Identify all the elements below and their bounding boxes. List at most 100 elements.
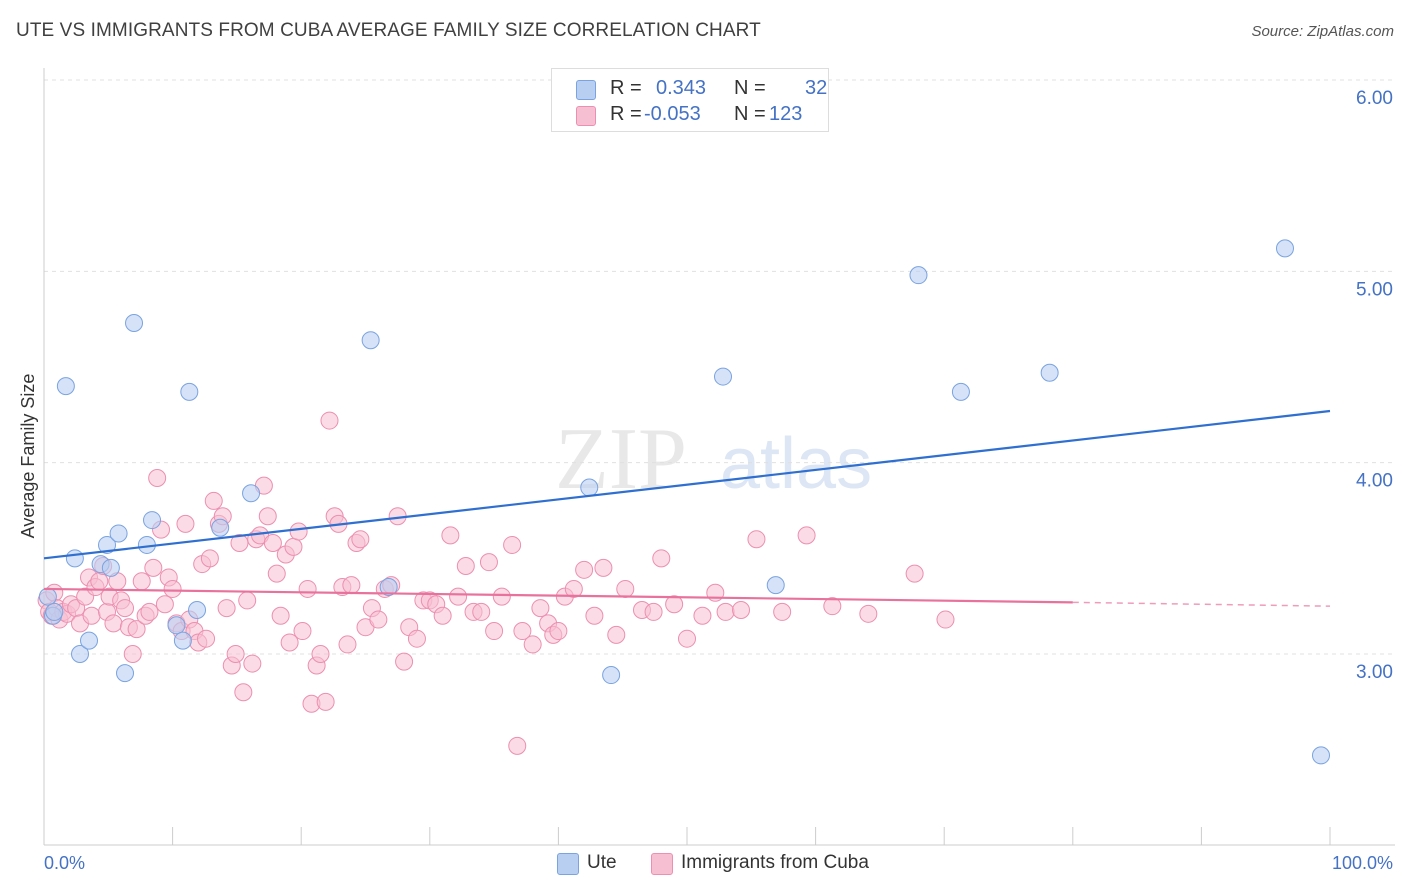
y-tick-label: 6.00 [1356,88,1393,109]
cuba-point [747,530,766,549]
ute-point [909,266,928,285]
cuba-point [197,629,216,648]
ute-point [951,382,970,401]
ute-point [125,313,144,332]
legend-n-value: 32 [805,77,828,99]
grid-lines [44,79,1395,655]
cuba-point [243,654,262,673]
cuba-point [531,599,550,618]
cuba-point [144,558,163,577]
axes [43,68,1395,846]
ute-legend-label: Ute [587,852,617,873]
ute-point [173,631,192,650]
cuba-point [716,602,735,621]
source-label: Source: ZipAtlas.com [1251,23,1394,40]
cuba-point [132,572,151,591]
cuba-point [280,633,299,652]
cuba-point [369,610,388,629]
cuba-point [859,604,878,623]
cuba-point [338,635,357,654]
cuba-swatch [576,106,596,126]
cuba-point [652,549,671,568]
legend-n-label: N = [734,77,766,99]
cuba-point [485,622,504,641]
ute-point [766,576,785,595]
ute-point [80,631,99,650]
cuba-point [293,622,312,641]
trend-lines [43,409,1331,607]
cuba-point [351,530,370,549]
cuba-point [433,606,452,625]
cuba-point [616,579,635,598]
cuba-point [289,522,308,541]
cuba-trend-line [43,587,1073,604]
cuba-point [905,564,924,583]
cuba-point [263,534,282,553]
ute-point [167,616,186,635]
cuba-point [90,572,109,591]
cuba-point [479,553,498,572]
ute-point [1275,239,1294,258]
ute-point [580,478,599,497]
ute-point [45,602,64,621]
cuba-point [585,606,604,625]
legend-n-value: 123 [769,103,803,125]
cuba-point [732,600,751,619]
cuba-point [127,620,146,639]
y-tick-label: 5.00 [1356,279,1393,300]
legend-r-label: R = [610,103,642,125]
ute-point [1040,363,1059,382]
legend-r-value: -0.053 [644,103,701,125]
cuba-point [395,652,414,671]
cuba-point [549,622,568,641]
ute-swatch [576,80,596,100]
y-tick-label: 3.00 [1356,662,1393,683]
cuba-point [523,635,542,654]
legend-r-value: 0.343 [656,77,707,99]
ute-point [65,549,84,568]
cuba-point [116,599,135,618]
watermark-atlas: atlas [720,424,872,504]
cuba-point [284,537,303,556]
cuba-point [936,610,955,629]
ute-point [1311,746,1330,765]
cuba-point [644,602,663,621]
cuba-point [234,683,253,702]
legend-n-label: N = [734,103,766,125]
cuba-point [200,549,219,568]
legend-r-label: R = [610,77,642,99]
ute-point [109,524,128,543]
cuba-legend-label: Immigrants from Cuba [681,852,869,873]
cuba-point [693,606,712,625]
ute-legend-swatch [557,853,579,875]
cuba-point [594,558,613,577]
ute-point [211,518,230,537]
cuba-point [449,587,468,606]
ute-point [116,664,135,683]
ute-point [56,377,75,396]
ute-trend-line [43,409,1331,560]
cuba-trend-extension [1072,601,1331,607]
cuba-point [82,606,101,625]
ute-point [38,587,57,606]
cuba-point [267,564,286,583]
x-tick-label-max: 100.0% [1332,853,1393,873]
chart-title: UTE VS IMMIGRANTS FROM CUBA AVERAGE FAMI… [16,20,761,41]
ute-point [98,535,117,554]
cuba-point [607,625,626,644]
cuba-point [407,629,426,648]
cuba-point [503,535,522,554]
cuba-point [797,526,816,545]
ute-point [71,645,90,663]
ute-point [379,578,398,597]
cuba-point [320,411,339,430]
cuba-point [441,526,460,545]
cuba-point [665,595,684,614]
cuba-point [123,645,142,663]
watermark-zip: ZIP [555,411,687,508]
ute-point [602,666,621,685]
cuba-point [342,576,361,595]
cuba-point [508,736,527,755]
cuba-point [575,560,594,579]
